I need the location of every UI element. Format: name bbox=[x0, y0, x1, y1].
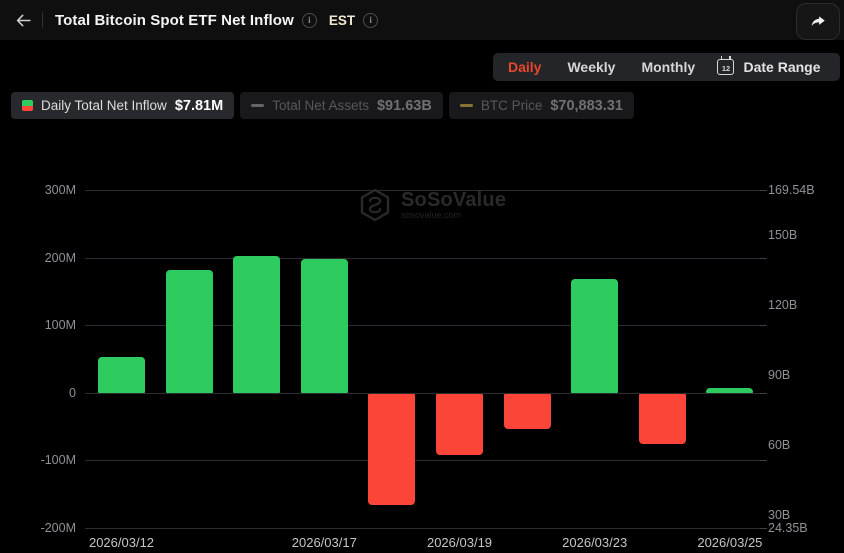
inflow-bar[interactable] bbox=[300, 258, 348, 393]
gridline bbox=[85, 190, 760, 191]
y-axis-right-label: 90B bbox=[768, 368, 791, 383]
x-axis-date-label: 2026/03/25 bbox=[697, 535, 763, 550]
header-divider bbox=[42, 12, 43, 28]
y-axis-left-label: -200M bbox=[40, 521, 76, 535]
y-axis-right-label: 24.35B bbox=[768, 521, 808, 535]
back-button[interactable] bbox=[6, 3, 40, 37]
y-axis-left-label: 100M bbox=[44, 318, 76, 333]
y-axis-right-tick bbox=[760, 325, 767, 327]
period-tab-group: Daily Weekly Monthly bbox=[493, 53, 711, 81]
inflow-bar[interactable] bbox=[233, 256, 281, 393]
y-axis-left-label: 300M bbox=[44, 183, 76, 197]
legend-value: $70,883.31 bbox=[550, 97, 623, 114]
x-axis-date-label: 2026/03/19 bbox=[426, 535, 493, 550]
legend-label: Total Net Assets bbox=[272, 98, 369, 113]
y-axis-right-tick bbox=[760, 392, 767, 394]
y-axis-right-tick bbox=[760, 190, 767, 191]
y-axis-left-label: 200M bbox=[44, 250, 76, 265]
date-range-button[interactable]: 12 Date Range bbox=[698, 53, 840, 81]
gridline bbox=[85, 528, 760, 529]
x-axis-date-label: 2026/03/23 bbox=[562, 535, 628, 550]
y-axis-right-label: 150B bbox=[768, 228, 798, 243]
inflow-bar[interactable] bbox=[436, 393, 483, 455]
legend-btc-price[interactable]: BTC Price $70,883.31 bbox=[448, 92, 634, 119]
legend-label: BTC Price bbox=[480, 98, 543, 113]
inflow-bar[interactable] bbox=[98, 356, 145, 393]
watermark: SoSoValue sosovalue.com bbox=[358, 188, 506, 222]
back-arrow-icon bbox=[16, 14, 31, 26]
legend-label: Daily Total Net Inflow bbox=[41, 98, 167, 113]
legend-marker-assets-icon bbox=[251, 104, 265, 107]
watermark-name: SoSoValue bbox=[401, 188, 507, 211]
legend-marker-btc-price-icon bbox=[459, 104, 473, 107]
x-axis-date-label: 2026/03/12 bbox=[88, 535, 155, 550]
y-axis-right-label: 30B bbox=[768, 507, 791, 522]
x-axis-date-label: 2026/03/17 bbox=[291, 535, 357, 550]
y-axis-right-label: 120B bbox=[768, 298, 798, 313]
inflow-bar[interactable] bbox=[368, 393, 416, 505]
y-axis-right-tick bbox=[760, 528, 767, 529]
calendar-icon: 12 bbox=[717, 56, 735, 75]
share-icon bbox=[811, 15, 825, 26]
y-axis-left-label: -100M bbox=[40, 453, 76, 468]
legend-daily-total-net-inflow[interactable]: Daily Total Net Inflow $7.81M bbox=[11, 92, 235, 119]
header-bar: Total Bitcoin Spot ETF Net Inflow EST bbox=[0, 0, 844, 40]
inflow-bar[interactable] bbox=[165, 269, 213, 393]
tab-daily[interactable]: Daily bbox=[508, 59, 542, 75]
gridline bbox=[85, 460, 760, 462]
watermark-domain: sosovalue.com bbox=[401, 209, 462, 220]
inflow-bar[interactable] bbox=[503, 393, 551, 429]
timezone-info-icon[interactable] bbox=[363, 12, 379, 28]
timezone-label: EST bbox=[328, 12, 356, 28]
page-title: Total Bitcoin Spot ETF Net Inflow bbox=[55, 11, 294, 29]
y-axis-right-label: 169.54B bbox=[768, 183, 815, 197]
y-axis-right-tick bbox=[760, 460, 767, 462]
gridline bbox=[85, 257, 760, 259]
legend-value: $91.63B bbox=[376, 97, 432, 114]
gridline bbox=[85, 325, 760, 327]
title-info-icon[interactable] bbox=[301, 12, 317, 28]
inflow-bar[interactable] bbox=[706, 387, 754, 393]
legend-total-net-assets[interactable]: Total Net Assets $91.63B bbox=[240, 92, 443, 119]
inflow-bar[interactable] bbox=[638, 393, 686, 445]
y-axis-right-tick bbox=[760, 257, 767, 259]
sosovalue-logo-icon bbox=[360, 188, 390, 222]
gridline bbox=[85, 392, 760, 394]
y-axis-right-label: 60B bbox=[768, 438, 791, 452]
inflow-bar[interactable] bbox=[571, 279, 619, 393]
legend-row: Daily Total Net Inflow $7.81M Total Net … bbox=[11, 92, 634, 119]
date-range-label: Date Range bbox=[743, 59, 821, 75]
y-axis-left-label: 0 bbox=[69, 385, 76, 400]
chart-area: SoSoValue sosovalue.com 300M 200M 100M 0 -10… bbox=[0, 130, 844, 553]
tab-weekly[interactable]: Weekly bbox=[567, 59, 616, 75]
share-button[interactable] bbox=[796, 3, 840, 40]
calendar-icon-day: 12 bbox=[721, 64, 731, 73]
legend-marker-inflow-icon bbox=[22, 100, 33, 111]
legend-value: $7.81M bbox=[174, 97, 224, 114]
tab-monthly[interactable]: Monthly bbox=[641, 59, 696, 75]
